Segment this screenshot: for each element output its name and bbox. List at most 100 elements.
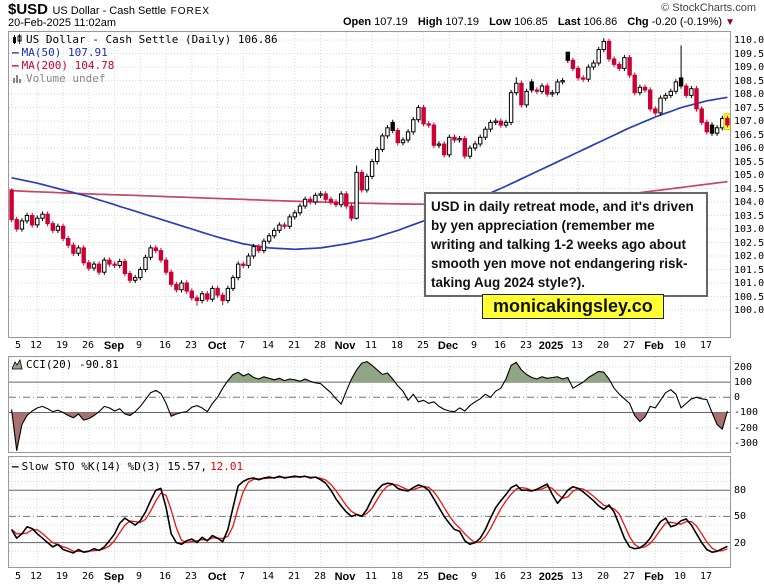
x-axis-tick: 11 xyxy=(364,340,378,351)
y-axis-tick: 200 xyxy=(734,362,753,373)
candlestick-chart-icon xyxy=(12,34,23,45)
y-axis-tick: 102.0 xyxy=(734,251,764,262)
ma50-swatch: — xyxy=(12,46,19,59)
x-axis-tick: 14 xyxy=(261,571,275,582)
y-axis-tick: 104.5 xyxy=(734,184,764,195)
x-axis-tick: 23 xyxy=(184,340,198,351)
quote-high-label: High xyxy=(417,16,443,28)
x-axis-tick: 12 xyxy=(29,571,43,582)
y-axis-tick: 108.5 xyxy=(734,76,764,87)
chart-header: $USD US Dollar - Cash Settle FOREX xyxy=(8,1,210,19)
quote-high-value: 107.19 xyxy=(445,16,480,28)
volume-bars-icon xyxy=(12,73,23,84)
x-axis-tick: 10 xyxy=(673,571,687,582)
quote-last-label: Last xyxy=(557,16,581,28)
quote-open-label: Open xyxy=(342,16,372,28)
quote-last-value: 106.86 xyxy=(583,16,618,28)
x-axis-tick: 26 xyxy=(81,340,95,351)
x-axis-tick: Nov xyxy=(334,340,356,352)
copyright-label: © StockCharts.com xyxy=(661,2,756,14)
sto-legend: — Slow STO %K(14) %D(3) 15.57, 12.01 xyxy=(12,460,243,473)
x-axis-tick: Dec xyxy=(437,340,459,352)
y-axis-tick: 101.0 xyxy=(734,278,764,289)
x-axis-tick: 21 xyxy=(287,571,301,582)
x-axis-tick: 17 xyxy=(699,571,713,582)
y-axis-tick: 109.5 xyxy=(734,49,764,60)
stochastic-chart xyxy=(9,457,730,567)
x-axis-tick: 27 xyxy=(622,571,636,582)
quote-summary: Open 107.19 High 107.19 Low 106.85 Last … xyxy=(336,16,735,28)
y-axis-tick: 107.0 xyxy=(734,116,764,127)
x-axis-tick: 13 xyxy=(570,340,584,351)
y-axis-tick: 100.0 xyxy=(734,305,764,316)
sto-label: Slow STO %K(14) %D(3) 15.57, xyxy=(21,460,208,473)
x-axis-tick: 2025 xyxy=(538,571,564,583)
x-axis-tick: Oct xyxy=(207,571,227,583)
x-axis-tick: 23 xyxy=(184,571,198,582)
ma200-swatch: — xyxy=(12,59,19,72)
x-axis-tick: 18 xyxy=(390,340,404,351)
y-axis-tick: 0 xyxy=(734,392,741,403)
y-axis-tick: 103.0 xyxy=(734,224,764,235)
x-axis-tick: 19 xyxy=(55,340,69,351)
area-chart-icon xyxy=(12,359,23,370)
ma200-label: MA(200) 104.78 xyxy=(21,59,115,72)
sto-k-swatch: — xyxy=(12,460,19,473)
y-axis-tick: 106.5 xyxy=(734,130,764,141)
volume-label: Volume undef xyxy=(26,72,106,85)
x-axis-tick: 19 xyxy=(55,571,69,582)
y-axis-tick: 20 xyxy=(734,538,747,549)
ticker-symbol: $USD xyxy=(8,1,49,18)
chart-datetime: 20-Feb-2025 11:02am xyxy=(8,17,117,29)
y-axis-tick: 102.5 xyxy=(734,238,764,249)
x-axis-tick: 13 xyxy=(570,571,584,582)
y-axis-tick: 109.0 xyxy=(734,62,764,73)
x-axis-tick: Sep xyxy=(103,571,125,583)
x-axis-tick: 5 xyxy=(14,340,22,351)
quote-open-value: 107.19 xyxy=(374,16,408,28)
cci-label: CCI(20) -90.81 xyxy=(26,358,119,371)
y-axis-tick: 80 xyxy=(734,485,747,496)
x-axis-tick: 20 xyxy=(596,571,610,582)
y-axis-tick: 107.5 xyxy=(734,103,764,114)
quote-chg-value: -0.20 (-0.19%) xyxy=(651,16,723,28)
x-axis-tick: 23 xyxy=(519,340,533,351)
quote-low-label: Low xyxy=(489,16,512,28)
instrument-title: US Dollar - Cash Settle xyxy=(52,5,167,17)
y-axis-tick: 100 xyxy=(734,377,753,388)
x-axis-tick: 23 xyxy=(519,571,533,582)
x-axis-tick: 9 xyxy=(135,340,143,351)
cci-chart xyxy=(9,357,730,452)
x-axis-tick: 20 xyxy=(596,340,610,351)
x-axis-tick: 10 xyxy=(673,340,687,351)
x-axis-tick: 16 xyxy=(158,571,172,582)
x-axis-tick: 12 xyxy=(29,340,43,351)
x-axis-labels-bottom: 5 12 19 26 Sep 9 16 23 Oct 7 14 21 28 Nov 11 18 25 Dec 9 16… xyxy=(8,570,731,585)
x-axis-tick: 26 xyxy=(81,571,95,582)
x-axis-tick: Nov xyxy=(334,571,356,583)
analyst-annotation: USD in daily retreat mode, and it's driv… xyxy=(424,192,708,297)
x-axis-tick: Dec xyxy=(437,571,459,583)
y-axis-tick: -300 xyxy=(734,438,759,449)
y-axis-tick: 108.0 xyxy=(734,89,764,100)
x-axis-tick: 27 xyxy=(622,340,636,351)
x-axis-tick: 14 xyxy=(261,340,275,351)
change-down-arrow-icon: ▼ xyxy=(725,17,735,28)
x-axis-tick: 25 xyxy=(416,340,430,351)
y-axis-tick: 50 xyxy=(734,511,747,522)
x-axis-tick: 2025 xyxy=(538,340,564,352)
main-series-label: US Dollar - Cash Settle (Daily) 106.86 xyxy=(26,33,278,46)
x-axis-tick: 18 xyxy=(390,571,404,582)
cci-panel: CCI(20) -90.81 xyxy=(8,356,731,453)
watermark-badge: monicakingsley.co xyxy=(482,294,664,319)
x-axis-tick: 16 xyxy=(158,340,172,351)
x-axis-tick: 21 xyxy=(287,340,301,351)
x-axis-labels-top: 5 12 19 26 Sep 9 16 23 Oct 7 14 21 28 Nov 11 18 25 Dec 9 16… xyxy=(8,339,731,354)
y-axis-tick: 104.0 xyxy=(734,197,764,208)
y-axis-tick: -100 xyxy=(734,407,759,418)
cci-legend: CCI(20) -90.81 xyxy=(12,358,119,371)
exchange-label: FOREX xyxy=(170,6,211,17)
x-axis-tick: 9 xyxy=(470,340,478,351)
x-axis-tick: Feb xyxy=(644,340,664,352)
